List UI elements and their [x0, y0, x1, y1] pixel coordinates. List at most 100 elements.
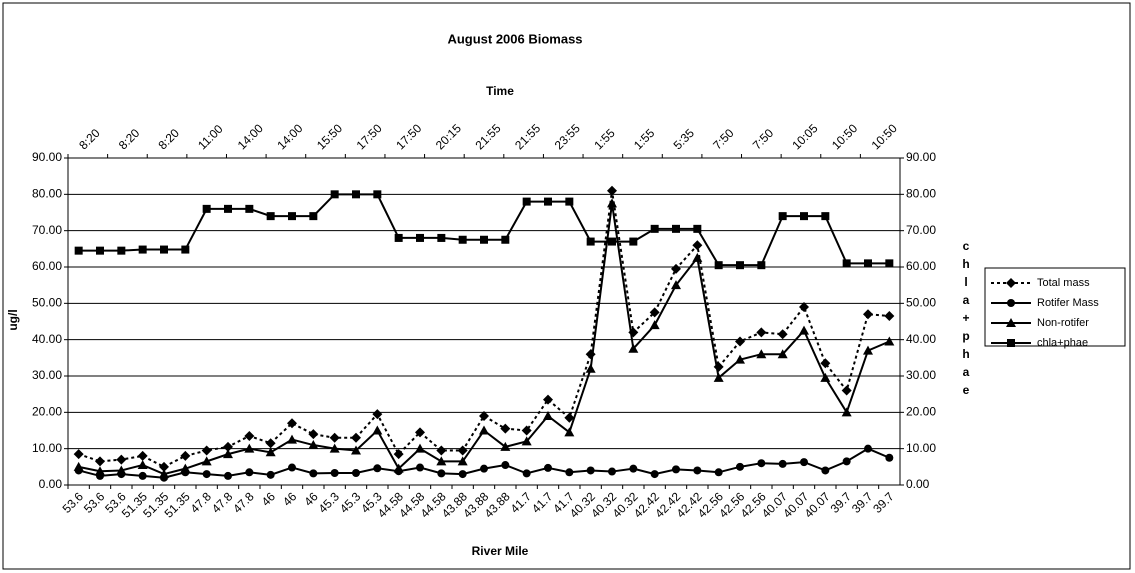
data-point — [480, 235, 488, 244]
data-point — [522, 469, 531, 478]
data-point — [735, 354, 745, 364]
data-point — [138, 471, 147, 480]
data-point — [693, 224, 702, 233]
data-point — [74, 246, 83, 255]
data-point — [649, 320, 660, 330]
data-point — [884, 336, 895, 346]
data-point — [777, 329, 788, 340]
data-point — [885, 259, 894, 268]
data-point — [649, 307, 660, 318]
data-point — [736, 261, 744, 270]
data-point — [330, 469, 339, 478]
data-point — [842, 457, 851, 466]
data-point — [137, 450, 148, 461]
data-point — [351, 432, 361, 443]
data-point — [585, 363, 596, 373]
legend-marker — [1006, 278, 1016, 288]
data-point — [288, 212, 296, 221]
data-point — [885, 453, 894, 462]
data-point — [265, 438, 276, 449]
data-point — [841, 407, 852, 417]
data-point — [800, 458, 808, 467]
plot-area — [67, 157, 901, 486]
y2-tick-label: 80.00 — [906, 187, 936, 201]
data-point — [543, 394, 553, 405]
data-point — [224, 204, 232, 213]
data-point — [160, 245, 168, 254]
data-point — [500, 441, 511, 451]
data-point — [394, 233, 403, 242]
legend-marker — [1007, 339, 1015, 347]
data-point — [757, 261, 766, 270]
legend-marker — [1006, 318, 1016, 327]
data-point — [308, 440, 319, 450]
data-point — [266, 470, 275, 479]
y2-tick-label: 0.00 — [906, 477, 930, 491]
data-point — [479, 410, 489, 421]
data-point — [864, 259, 872, 268]
data-point — [650, 470, 659, 479]
data-point — [287, 418, 297, 429]
legend-label: Total mass — [1037, 277, 1090, 289]
data-point — [799, 325, 809, 335]
data-point — [522, 197, 531, 206]
data-point — [117, 246, 126, 255]
y-tick-label: 10.00 — [32, 441, 62, 455]
data-point — [672, 465, 680, 474]
data-point — [628, 343, 639, 353]
y-tick-label: 20.00 — [32, 405, 62, 419]
data-point — [245, 468, 254, 477]
legend-marker — [1007, 299, 1015, 307]
data-point — [201, 445, 212, 456]
data-point — [586, 466, 595, 475]
y2-tick-label: 70.00 — [906, 223, 936, 237]
data-point — [756, 327, 767, 338]
data-point — [266, 212, 275, 221]
y-tick-label: 90.00 — [32, 150, 62, 164]
data-point — [693, 466, 702, 475]
data-point — [138, 245, 147, 254]
data-point — [480, 464, 488, 473]
data-point — [180, 450, 191, 461]
data-point — [714, 261, 723, 270]
data-point — [159, 461, 169, 472]
data-point — [672, 224, 680, 233]
data-point — [607, 198, 617, 208]
data-point — [586, 237, 595, 246]
data-point — [181, 245, 190, 254]
data-point — [202, 470, 211, 479]
data-point — [544, 463, 552, 472]
data-point — [308, 429, 319, 440]
data-point — [713, 372, 724, 382]
data-point — [629, 464, 638, 473]
y2-tick-label: 50.00 — [906, 296, 936, 310]
y-tick-label: 70.00 — [32, 223, 62, 237]
data-point — [116, 465, 127, 475]
data-point — [544, 197, 552, 206]
data-point — [329, 443, 340, 453]
data-point — [437, 469, 446, 478]
y2-tick-label: 90.00 — [906, 150, 936, 164]
data-point — [692, 252, 703, 262]
data-point — [521, 425, 532, 436]
data-point — [671, 263, 681, 274]
data-point — [416, 463, 424, 472]
data-point — [223, 441, 233, 452]
data-point — [778, 212, 787, 221]
data-point — [736, 462, 744, 471]
data-point — [415, 427, 425, 438]
data-point — [437, 233, 446, 242]
legend-label: Non-rotifer — [1037, 317, 1089, 329]
data-point — [565, 468, 574, 477]
data-point — [479, 425, 489, 435]
data-point — [373, 190, 382, 199]
data-point — [351, 445, 361, 455]
data-point — [650, 224, 659, 233]
data-point — [863, 309, 873, 320]
data-point — [458, 470, 467, 479]
y2-tick-label: 20.00 — [906, 405, 936, 419]
data-point — [692, 240, 703, 251]
data-point — [501, 461, 510, 470]
data-point — [863, 345, 873, 355]
